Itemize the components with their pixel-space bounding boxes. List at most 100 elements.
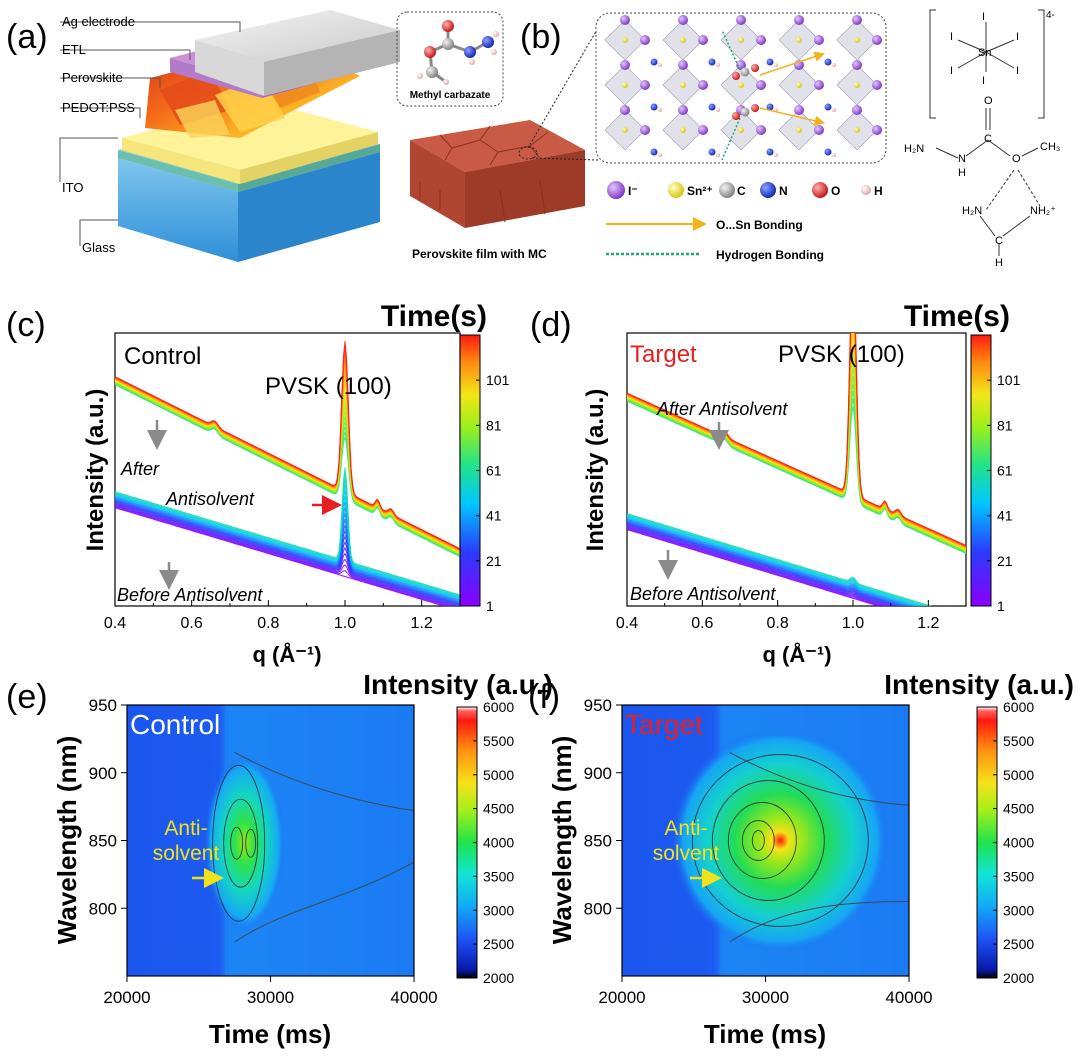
xrd-curve [115,507,446,606]
iodide-atom [756,125,766,135]
y-tick-label: 950 [89,696,117,715]
axes: 20000 30000 40000 800 850 900 950 [584,696,933,1007]
xrd-curve [115,341,460,550]
nitrogen-atom [650,148,658,156]
y-tick-label: 900 [89,764,117,783]
xrd-curve [627,528,883,606]
colorbar-tick-label: 3000 [483,902,514,918]
xrd-curve [627,517,919,606]
xrd-curve [115,467,460,596]
molecule-box [396,11,504,107]
molecule-label: Methyl carbazate [410,90,491,101]
nitrogen-atom [766,103,774,111]
axes: 20000 30000 40000 800 850 900 950 [89,696,438,1007]
sample-label: Control [130,709,220,740]
legend-atom-iodide: I⁻ [628,184,638,198]
xrd-curve [627,523,900,606]
legend-atom-tin: Sn²⁺ [687,184,713,198]
heatmap-hotspot [204,705,414,976]
x-axis-label: q (Å⁻¹) [762,641,831,667]
complex-i: I [1016,31,1019,43]
colorbar-tick-label: 101 [486,372,510,388]
y-tick-label: 850 [584,832,612,851]
colorbar-tick-label: 61 [997,463,1013,479]
x-axis-label: Time (ms) [209,1019,331,1049]
x-tick-label: 0.6 [181,615,203,632]
bond-arrow [759,107,826,126]
panel-f-letter: (f) [528,678,560,716]
nitrogen-atom [766,58,774,66]
complex-labels: 4- Sn I I I I I I O C O CH₃ N H H₂N H₂N … [904,10,1060,269]
iodide-atom [620,105,630,115]
glass-front [118,158,238,262]
x-tick-label: 0.8 [257,615,279,632]
tin-atom [622,127,628,133]
iodide-atom [678,105,688,115]
contour-line [727,802,797,879]
ag-electrode [195,10,400,62]
contour-line [223,798,259,888]
iodide-atom [794,105,804,115]
contour-line [729,751,909,806]
tin-atom [796,127,802,133]
x-tick-label: 40000 [390,988,437,1007]
hbond-line [721,29,741,71]
colorbar-tick-label: 4500 [1003,801,1034,817]
tin-atom [680,127,686,133]
layer-labels: Ag electrode ETL Perovskite PEDOT:PSS IT… [62,14,135,255]
complex-fa-h: H [995,257,1003,269]
x-tick-label: 40000 [885,988,932,1007]
xrd-curve [115,496,460,601]
xrd-curve [115,499,460,604]
nitrogen-atom [766,148,774,156]
nitrogen-atom [708,103,716,111]
xrd-curve [115,503,460,606]
iodide-atom [814,80,824,90]
xrd-curve [627,513,933,606]
complex-sn: Sn [978,47,991,59]
colorbar-tick-label: 61 [486,463,502,479]
nitrogen-atom [824,58,832,66]
film-label: Perovskite film with MC [412,247,547,261]
colorbar-tick-label: 2000 [483,970,514,986]
annotation: Anti- [664,817,707,840]
layer-label: Glass [82,240,116,255]
annotation: solvent [653,842,720,865]
layer-leader-lines [59,21,241,246]
layer-label: Ag electrode [62,14,135,29]
xrd-curve [627,522,902,606]
hydrogen-atom [716,153,720,157]
x-tick-label: 30000 [247,988,294,1007]
xrd-curve [627,527,886,606]
molecule-ball-stick [417,20,499,85]
layer-label: PEDOT:PSS [62,100,135,115]
iodide-atom [678,15,688,25]
colorbar-tick-label: 3500 [483,868,514,884]
tin-atom [796,82,802,88]
annotation: After [120,459,160,479]
colorbar-title: Time(s) [904,300,1010,333]
nitrogen-atom [824,103,832,111]
legend-hbond-label: Hydrogen Bonding [716,248,824,262]
hydrogen-atom [658,153,662,157]
complex-fa-right: NH₂⁺ [1030,205,1056,217]
colorbar-ticks: 1 21 41 61 81 101 [476,372,510,614]
panel-b-letter: (b) [520,18,562,56]
layer-label: ITO [62,180,83,195]
panel-e: (e) Intensity (a.u.) Control Anti- solve… [6,669,553,1049]
xrd-curve [115,484,460,598]
xrd-curve [115,504,454,606]
xrd-curves [115,341,460,606]
iodide-atom [852,60,862,70]
tin-atom [854,127,860,133]
x-tick-label: 1.0 [334,615,356,632]
y-tick-label: 800 [584,899,612,918]
colorbar-tick-label: 2500 [483,936,514,952]
iodide-atom [756,35,766,45]
oxygen-atom [751,64,759,72]
complex-structure [929,9,1045,256]
colorbar-tick-label: 1 [486,598,494,614]
colorbar-tick-label: 5000 [483,767,514,783]
tin-atom [854,82,860,88]
y-tick-label: 900 [584,764,612,783]
